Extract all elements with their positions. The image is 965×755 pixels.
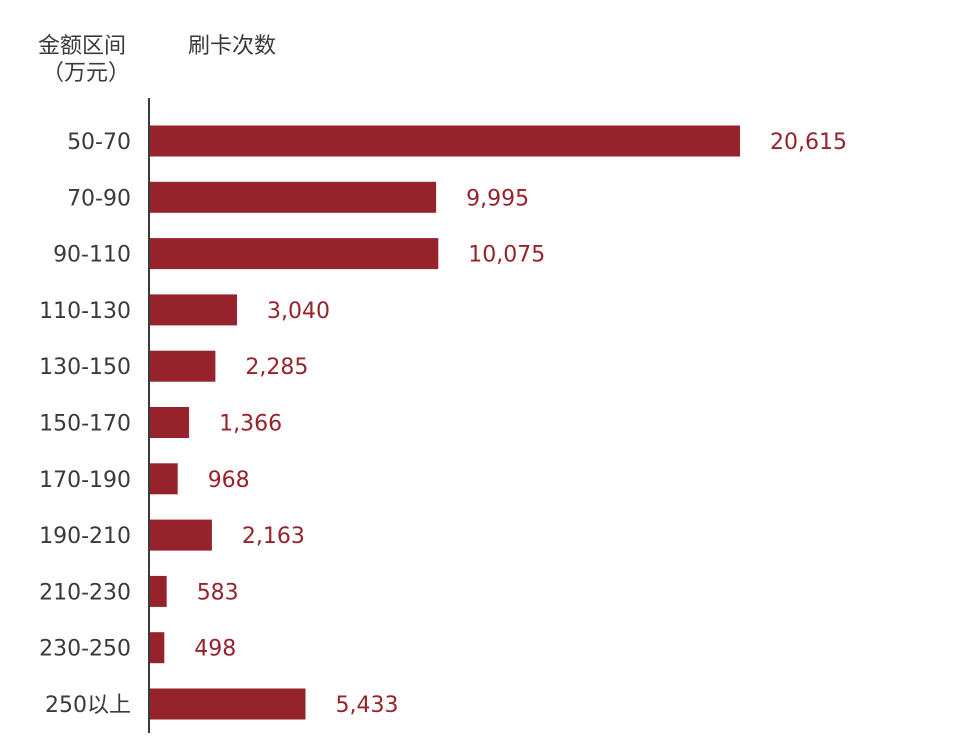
category-header-unit: （万元） xyxy=(42,61,131,86)
value-label: 9,995 xyxy=(466,186,529,211)
value-label: 968 xyxy=(208,468,250,493)
bar xyxy=(150,181,437,213)
value-label: 3,040 xyxy=(267,299,330,324)
category-header: 金额区间 xyxy=(38,34,127,59)
value-label: 10,075 xyxy=(468,243,545,268)
category-label: 50-70 xyxy=(67,130,131,155)
category-label: 130-150 xyxy=(39,355,131,380)
category-label: 150-170 xyxy=(39,412,131,437)
category-label: 90-110 xyxy=(53,243,131,268)
bar xyxy=(150,125,740,157)
category-label: 230-250 xyxy=(39,637,131,662)
value-label: 5,433 xyxy=(336,693,399,718)
value-header: 刷卡次数 xyxy=(188,34,277,59)
bar xyxy=(150,575,167,607)
bar xyxy=(150,688,306,720)
bar xyxy=(150,463,178,495)
category-label: 170-190 xyxy=(39,468,131,493)
value-label: 2,285 xyxy=(245,355,308,380)
bar xyxy=(150,238,439,270)
category-label: 210-230 xyxy=(39,580,131,605)
bar xyxy=(150,294,237,326)
category-label: 190-210 xyxy=(39,524,131,549)
bar xyxy=(150,350,216,382)
bar xyxy=(150,407,190,438)
category-label: 70-90 xyxy=(67,186,131,211)
value-label: 1,366 xyxy=(219,412,282,437)
value-label: 2,163 xyxy=(242,524,305,549)
category-label: 110-130 xyxy=(39,299,131,324)
bar xyxy=(150,519,212,551)
value-label: 498 xyxy=(194,637,236,662)
category-label: 250以上 xyxy=(45,693,131,718)
value-label: 583 xyxy=(197,580,239,605)
value-label: 20,615 xyxy=(770,130,847,155)
bar xyxy=(150,632,165,664)
